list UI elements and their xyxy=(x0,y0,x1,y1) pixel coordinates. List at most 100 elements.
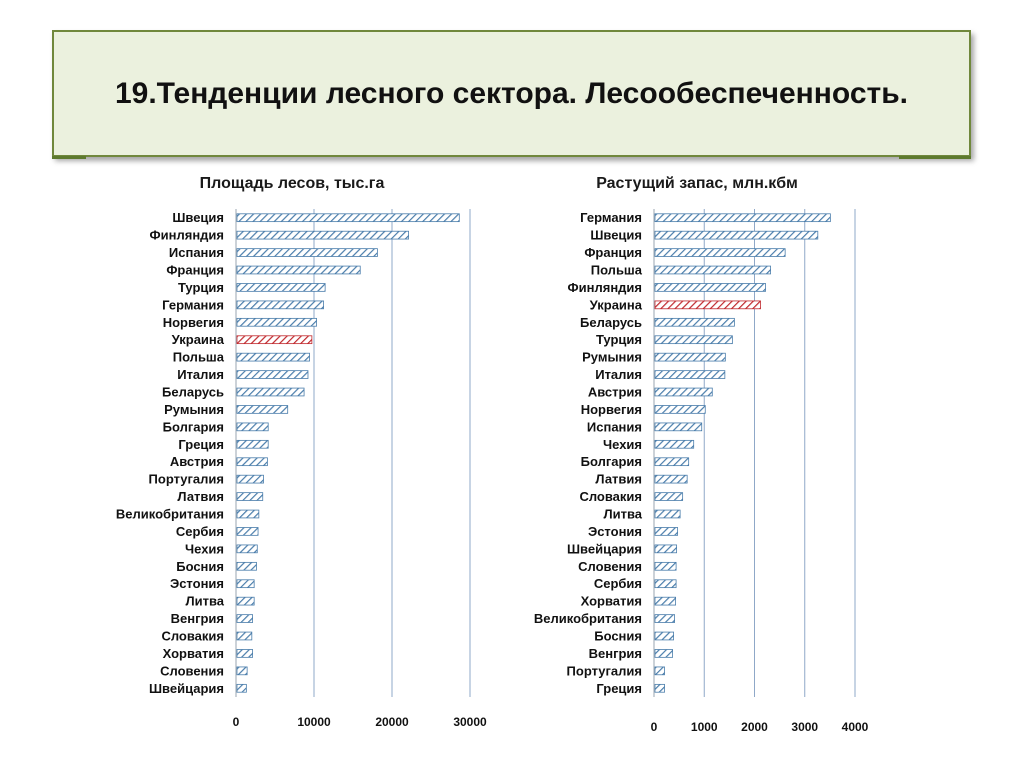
category-label: Франция xyxy=(584,245,642,260)
category-label: Беларусь xyxy=(580,315,642,330)
bar xyxy=(236,561,257,571)
bar xyxy=(654,213,831,223)
x-tick-label: 10000 xyxy=(297,715,331,729)
category-label: Великобритания xyxy=(116,507,224,522)
category-label: Австрия xyxy=(170,454,224,469)
category-label: Чехия xyxy=(185,541,224,556)
category-label: Болгария xyxy=(581,454,642,469)
category-label: Португалия xyxy=(149,472,224,487)
bar xyxy=(654,439,695,449)
x-tick-label: 30000 xyxy=(453,715,487,729)
bar xyxy=(654,509,681,519)
category-label: Украина xyxy=(590,297,643,312)
bar xyxy=(654,614,675,623)
bar xyxy=(236,405,289,414)
category-label: Польша xyxy=(591,263,643,278)
bar xyxy=(654,370,726,379)
bar xyxy=(654,596,677,606)
x-tick-label: 2000 xyxy=(741,720,768,734)
category-label: Беларусь xyxy=(162,385,224,400)
bar xyxy=(654,579,677,589)
bar xyxy=(236,439,269,449)
category-label: Швеция xyxy=(172,210,224,225)
bar xyxy=(654,265,771,275)
x-tick-label: 1000 xyxy=(691,720,718,734)
category-label: Чехия xyxy=(603,437,642,452)
bar xyxy=(236,317,317,327)
category-label: Норвегия xyxy=(581,402,642,417)
bar xyxy=(236,666,248,676)
bar xyxy=(236,352,310,362)
title-underline-left xyxy=(52,156,86,159)
bar xyxy=(654,422,703,432)
bar xyxy=(236,230,410,240)
bar xyxy=(654,474,688,484)
category-label: Швейцария xyxy=(149,681,224,696)
category-label: Испания xyxy=(169,245,224,260)
bar xyxy=(654,387,713,397)
title-box: 19.Тенденции лесного сектора. Лесообеспе… xyxy=(52,30,971,157)
category-label: Словакия xyxy=(579,489,642,504)
category-label: Австрия xyxy=(588,385,642,400)
category-label: Финляндия xyxy=(150,228,224,243)
bar xyxy=(654,230,819,240)
category-label: Словакия xyxy=(161,629,224,644)
bar xyxy=(654,492,684,501)
bar xyxy=(236,649,253,658)
bar xyxy=(654,649,673,658)
category-label: Германия xyxy=(580,210,642,225)
category-label: Эстония xyxy=(170,576,224,591)
category-label: Франция xyxy=(166,263,224,278)
bar xyxy=(654,666,665,676)
category-label: Хорватия xyxy=(581,594,642,609)
bar xyxy=(236,387,305,397)
title-underline-right xyxy=(899,156,971,159)
bar xyxy=(236,248,378,257)
category-label: Португалия xyxy=(567,663,642,678)
bar-highlight xyxy=(654,300,761,310)
category-label: Греция xyxy=(178,437,224,452)
category-label: Великобритания xyxy=(534,611,642,626)
bar xyxy=(236,631,253,641)
category-label: Босния xyxy=(594,629,642,644)
bar xyxy=(236,283,326,292)
x-tick-label: 0 xyxy=(233,715,240,729)
x-tick-label: 3000 xyxy=(791,720,818,734)
bar xyxy=(654,335,733,345)
bar xyxy=(236,527,259,536)
category-label: Италия xyxy=(177,367,224,382)
category-label: Финляндия xyxy=(568,280,642,295)
category-label: Босния xyxy=(176,559,224,574)
bar xyxy=(654,405,706,414)
chart-title: Растущий запас, млн.кбм xyxy=(596,175,798,192)
bar xyxy=(654,683,665,693)
bar xyxy=(236,265,361,275)
category-label: Хорватия xyxy=(163,646,224,661)
category-label: Турция xyxy=(596,332,642,347)
bar xyxy=(236,579,255,589)
category-label: Латвия xyxy=(595,472,642,487)
bar xyxy=(236,213,460,223)
bar xyxy=(654,544,678,554)
category-label: Польша xyxy=(173,350,225,365)
bar xyxy=(654,352,726,362)
category-label: Болгария xyxy=(163,419,224,434)
category-label: Румыния xyxy=(582,350,642,365)
category-label: Венгрия xyxy=(589,646,642,661)
bar xyxy=(654,317,735,327)
category-label: Латвия xyxy=(177,489,224,504)
growing-stock-chart: Растущий запас, млн.кбм Германия Швеция Фра… xyxy=(534,175,869,734)
category-label: Словения xyxy=(578,559,642,574)
bar xyxy=(236,422,269,432)
bar xyxy=(654,527,679,536)
bar-highlight xyxy=(236,335,313,345)
chart-title: Площадь лесов, тыс.га xyxy=(200,175,385,192)
bar xyxy=(654,248,786,257)
forest-area-chart: Площадь лесов, тыс.га Швеция Финляндия Испа… xyxy=(116,175,487,729)
x-tick-label: 0 xyxy=(651,720,658,734)
category-label: Словения xyxy=(160,663,224,678)
bar xyxy=(654,631,674,641)
category-label: Греция xyxy=(596,681,642,696)
category-label: Сербия xyxy=(594,576,642,591)
